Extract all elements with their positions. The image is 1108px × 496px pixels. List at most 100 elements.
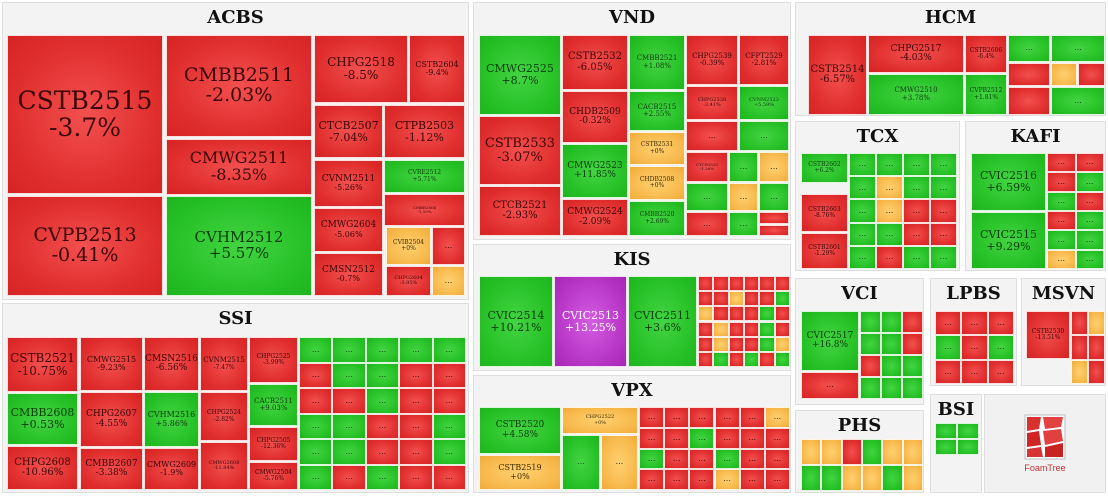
tile-more[interactable]: ... (332, 413, 366, 439)
tile-more[interactable]: ... (432, 362, 466, 388)
tile-more[interactable] (713, 351, 729, 367)
tile-more[interactable]: ... (961, 311, 988, 336)
tile-more[interactable]: ... (601, 435, 638, 490)
tile-more[interactable] (728, 336, 744, 352)
tile-cstb2531[interactable]: CSTB2531 +0% (629, 132, 685, 165)
tile-more[interactable] (774, 276, 790, 292)
tile-more[interactable]: ... (332, 362, 366, 388)
tile-more[interactable] (1071, 311, 1088, 336)
tile-more[interactable] (1088, 335, 1105, 360)
tile-more[interactable] (759, 212, 789, 224)
tile-more[interactable]: ... (987, 311, 1014, 336)
tile-more[interactable] (759, 351, 775, 367)
tile-more[interactable] (902, 311, 923, 333)
tile-cvic2515[interactable]: CVIC2515 +9.29% (971, 212, 1046, 269)
tile-more[interactable] (713, 291, 729, 307)
tile-more[interactable]: ... (664, 407, 690, 428)
tile-chpg2604[interactable]: CHPG2604 -3.95% (386, 266, 431, 296)
tile-more[interactable] (744, 276, 760, 292)
tile-more[interactable]: ... (876, 199, 903, 223)
tile-more[interactable]: ... (1047, 249, 1076, 269)
tile-more[interactable]: ... (729, 152, 758, 182)
tile-cstb2514[interactable]: CSTB2514 -6.57% (808, 35, 867, 115)
tile-more[interactable]: ... (365, 362, 400, 388)
tile-more[interactable] (1071, 335, 1088, 360)
tile-more[interactable]: ... (849, 222, 876, 246)
tile-more[interactable]: ... (764, 407, 790, 428)
tile-cstb2603[interactable]: CSTB2603 -8.76% (801, 194, 848, 232)
tile-more[interactable] (759, 321, 775, 337)
tile-chpg2525[interactable]: CHPG2525 -3.99% (249, 337, 298, 383)
tile-more[interactable]: ... (1075, 191, 1104, 211)
tile-more[interactable]: ... (432, 388, 466, 414)
tile-more[interactable] (698, 306, 714, 322)
tile-more[interactable]: ... (876, 176, 903, 200)
tile-more[interactable]: ... (1047, 230, 1076, 250)
tile-more[interactable]: ... (1075, 230, 1104, 250)
tile-more[interactable]: ... (432, 266, 465, 296)
tile-more[interactable]: ... (935, 335, 962, 360)
tile-more[interactable] (881, 333, 902, 355)
tile-more[interactable] (774, 321, 790, 337)
tile-more[interactable]: ... (686, 121, 738, 151)
tile-more[interactable]: ... (876, 245, 903, 269)
tile-more[interactable] (862, 439, 883, 465)
tile-more[interactable]: ... (903, 222, 930, 246)
tile-cvib2504[interactable]: CVIB2504 +0% (386, 227, 431, 265)
tile-more[interactable]: ... (432, 464, 466, 490)
tile-more[interactable] (902, 465, 923, 491)
tile-cmbb2604[interactable]: CMBB2604 -1.59% (384, 194, 465, 226)
tile-more[interactable]: ... (849, 176, 876, 200)
tile-more[interactable]: ... (432, 337, 466, 363)
tile-cstb2515[interactable]: CSTB2515 -3.7% (7, 35, 163, 194)
tile-chpg2608[interactable]: CHPG2608 -10.96% (7, 446, 78, 490)
tile-more[interactable] (902, 333, 923, 355)
tile-more[interactable] (774, 291, 790, 307)
tile-more[interactable] (860, 333, 881, 355)
tile-more[interactable]: ... (935, 359, 962, 384)
tile-more[interactable]: ... (639, 469, 665, 490)
tile-cstb2601[interactable]: CSTB2601 -1.29% (801, 233, 848, 269)
tile-more[interactable]: ... (332, 388, 366, 414)
tile-chpg2524[interactable]: CHPG2524 -2.82% (200, 392, 248, 441)
tile-more[interactable] (744, 291, 760, 307)
tile-cmwg2515[interactable]: CMWG2515 -9.23% (80, 337, 143, 391)
tile-more[interactable]: ... (332, 337, 366, 363)
tile-more[interactable] (902, 439, 923, 465)
tile-more[interactable]: ... (639, 427, 665, 449)
tile-cmsn2516[interactable]: CMSN2516 -6.56% (144, 337, 199, 391)
tile-more[interactable]: ... (739, 448, 765, 470)
tile-more[interactable] (759, 276, 775, 292)
tile-more[interactable] (713, 276, 729, 292)
tile-more[interactable] (698, 291, 714, 307)
tile-more[interactable]: ... (664, 469, 690, 490)
tile-more[interactable]: ... (299, 439, 333, 465)
tile-more[interactable]: ... (961, 335, 988, 360)
tile-more[interactable] (957, 439, 979, 455)
tile-cvpb2513[interactable]: CVPB2513 -0.41% (7, 196, 163, 296)
tile-more[interactable]: ... (399, 362, 433, 388)
tile-cstb2519[interactable]: CSTB2519 +0% (479, 455, 561, 490)
tile-more[interactable]: ... (1047, 211, 1076, 231)
tile-cstb2604[interactable]: CSTB2604 -9.4% (409, 35, 465, 103)
tile-cacb2515[interactable]: CACB2515 +2.55% (629, 91, 685, 131)
tile-more[interactable]: ... (1075, 172, 1104, 192)
tile-more[interactable]: ... (1047, 172, 1076, 192)
tile-more[interactable] (821, 439, 842, 465)
tile-cmsn2512[interactable]: CMSN2512 -0.7% (314, 253, 383, 296)
tile-more[interactable]: ... (664, 427, 690, 449)
tile-more[interactable] (698, 351, 714, 367)
tile-more[interactable]: ... (365, 439, 400, 465)
tile-more[interactable] (728, 306, 744, 322)
tile-more[interactable] (759, 306, 775, 322)
tile-more[interactable]: ... (764, 448, 790, 470)
tile-more[interactable]: ... (849, 245, 876, 269)
tile-more[interactable]: ... (399, 464, 433, 490)
tile-more[interactable]: ... (639, 448, 665, 470)
tile-cmwg2524[interactable]: CMWG2524 -2.09% (562, 199, 628, 236)
tile-chpg2539[interactable]: CHPG2539 -0.39% (686, 35, 738, 85)
tile-more[interactable]: ... (930, 199, 957, 223)
tile-ctcb2521[interactable]: CTCB2521 -2.93% (479, 186, 561, 236)
tile-more[interactable] (1051, 63, 1077, 86)
tile-more[interactable]: ... (299, 362, 333, 388)
